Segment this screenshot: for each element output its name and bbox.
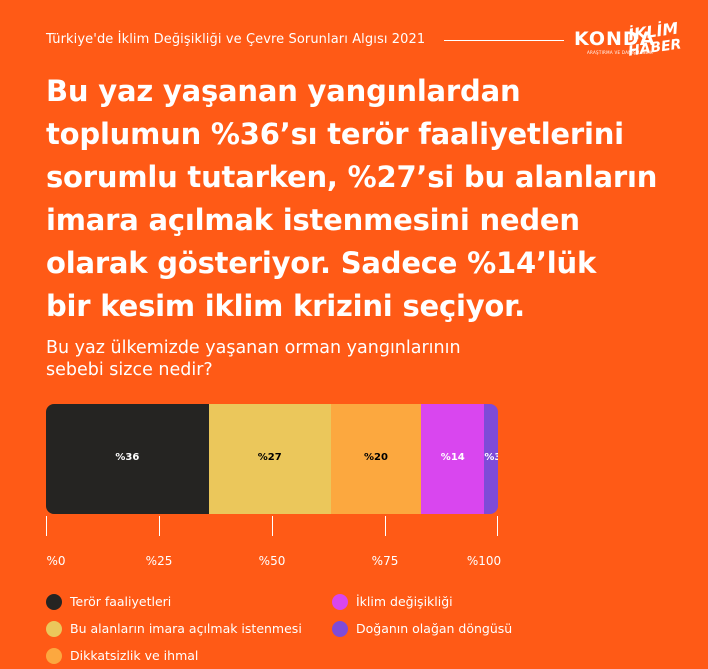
legend-swatch — [332, 621, 348, 637]
legend-label: Bu alanların imara açılmak istenmesi — [70, 621, 302, 636]
bar-data-label: %14 — [440, 452, 465, 463]
legend-swatch — [46, 621, 62, 637]
x-tick — [46, 516, 47, 536]
bar-segment: %20 — [330, 404, 422, 514]
bar-segment: %36 — [46, 404, 209, 514]
x-tick-label: %100 — [466, 554, 502, 568]
legend-swatch — [46, 594, 62, 610]
stacked-bar-chart: %36 %27 %20 %14 %3 — [46, 404, 498, 514]
headline: Bu yaz yaşanan yangınlardan toplumun %36… — [46, 70, 686, 328]
legend-swatch — [46, 648, 62, 664]
legend-label: Dikkatsizlik ve ihmal — [70, 648, 199, 663]
x-tick-label: %0 — [46, 554, 66, 568]
x-tick — [385, 516, 386, 536]
bar-data-label: %3 — [484, 452, 498, 463]
bar-segment: %27 — [208, 404, 331, 514]
x-tick-label: %25 — [145, 554, 173, 568]
headline-line: sorumlu tutarken, %27’si bu alanların — [46, 160, 658, 194]
legend-label: İklim değişikliği — [356, 594, 453, 609]
x-tick-label: %50 — [258, 554, 286, 568]
konda-logo-subtitle: ARAŞTIRMA VE DANIŞMANLIK — [587, 50, 653, 55]
headline-line: olarak gösteriyor. Sadece %14’lük — [46, 246, 597, 280]
x-tick — [159, 516, 160, 536]
header-bar: Türkiye'de İklim Değişikliği ve Çevre So… — [46, 28, 666, 56]
legend-swatch — [332, 594, 348, 610]
bar-segment: %14 — [421, 404, 485, 514]
chart-legend: Terör faaliyetleri Bu alanların imara açı… — [46, 592, 666, 664]
header-divider — [444, 40, 564, 41]
question-line: sebebi sizce nedir? — [46, 360, 213, 380]
konda-logo: KONDA — [574, 28, 656, 50]
legend-label: Doğanın olağan döngüsü — [356, 621, 513, 636]
x-tick — [497, 516, 498, 536]
iklim-haber-logo: İKLİM HABER — [626, 19, 683, 64]
x-tick-label: %75 — [371, 554, 399, 568]
bar-data-label: %36 — [115, 452, 140, 463]
headline-line: bir kesim iklim krizini seçiyor. — [46, 289, 525, 323]
legend-label: Terör faaliyetleri — [70, 594, 172, 609]
x-tick — [272, 516, 273, 536]
headline-line: Bu yaz yaşanan yangınlardan — [46, 74, 521, 108]
headline-line: toplumun %36’sı terör faaliyetlerini — [46, 117, 624, 151]
headline-line: imara açılmak istenmesini neden — [46, 203, 580, 237]
survey-question: Bu yaz ülkemizde yaşanan orman yangınlar… — [46, 337, 646, 381]
bar-data-label: %20 — [363, 452, 388, 463]
bar-data-label: %27 — [257, 452, 282, 463]
survey-title: Türkiye'de İklim Değişikliği ve Çevre So… — [46, 32, 426, 47]
bar-segment: %3 — [484, 404, 498, 514]
question-line: Bu yaz ülkemizde yaşanan orman yangınlar… — [46, 338, 461, 358]
x-axis: %0 %25 %50 %75 %100 — [46, 516, 502, 576]
